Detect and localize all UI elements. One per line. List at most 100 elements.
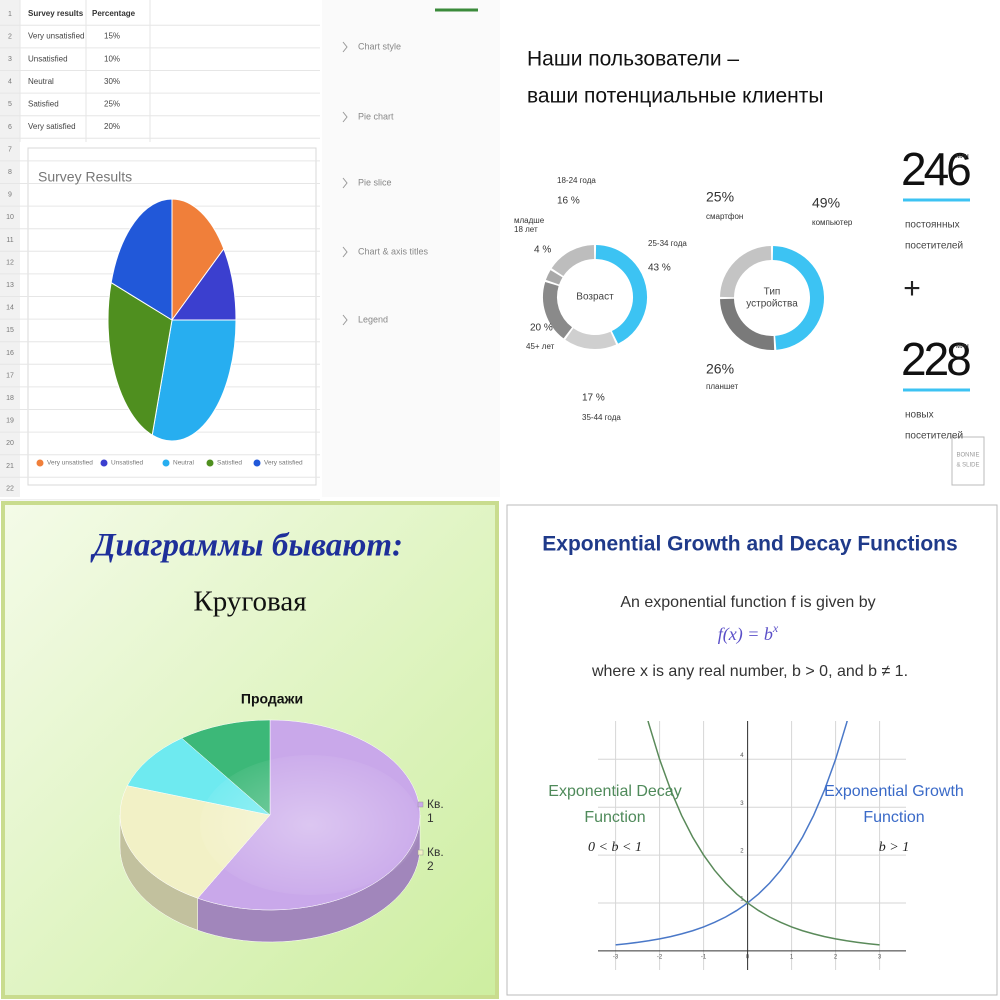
row-number: 21 xyxy=(6,463,14,470)
legend-swatch xyxy=(417,801,424,808)
chevron xyxy=(342,314,348,326)
value-label: 4 % xyxy=(534,245,551,256)
cell: Very unsatisfied xyxy=(28,32,84,41)
stat-value: 228 xyxy=(901,333,970,385)
row-number: 18 xyxy=(6,395,14,402)
chevron xyxy=(342,41,348,53)
decay-condition: 0 < b < 1 xyxy=(588,840,642,855)
row-number: 4 xyxy=(8,79,12,86)
row-number: 8 xyxy=(8,169,12,176)
row-number: 7 xyxy=(8,146,12,153)
sidebar-item[interactable]: Chart style xyxy=(358,41,401,51)
cell: Satisfied xyxy=(28,100,59,109)
category-label: 45+ лет xyxy=(526,342,555,351)
plot-area xyxy=(615,721,880,946)
category-label: 25-34 года xyxy=(648,239,687,248)
cell: 30% xyxy=(104,77,120,86)
growth-label: Function xyxy=(863,809,924,826)
value-label: 49% xyxy=(812,195,840,211)
slide-subtitle: Круговая xyxy=(193,586,306,618)
cell: 10% xyxy=(104,54,120,63)
donut-center-label: Возраст xyxy=(576,291,614,303)
formula-exponent: x xyxy=(772,621,779,635)
x-tick-label: -3 xyxy=(613,955,619,961)
donut-segment xyxy=(595,245,647,344)
row-number: 19 xyxy=(6,418,14,425)
info-title: Наши пользователи – xyxy=(527,48,739,71)
category-label: планшет xyxy=(706,382,739,391)
cell: Unsatisfied xyxy=(28,54,68,63)
curve xyxy=(647,721,880,946)
logo-text: & SLIDE xyxy=(956,463,979,469)
logo-box xyxy=(951,436,985,486)
chart-title: Survey Results xyxy=(38,169,132,185)
math-condition: where x is any real number, b > 0, and b… xyxy=(591,663,908,680)
value-label: 16 % xyxy=(557,196,580,207)
sidebar-item[interactable]: Pie slice xyxy=(358,177,392,187)
x-tick-label: -1 xyxy=(701,955,707,961)
formula-base: f(x) = b xyxy=(718,624,773,645)
slide-title: Диаграммы бывают: xyxy=(90,528,403,564)
category-label: младше 18 лет xyxy=(514,216,545,235)
decay-label: Function xyxy=(584,809,645,826)
value-label: 20 % xyxy=(530,323,553,334)
formula: f(x) = bx xyxy=(718,621,779,645)
pie-shine xyxy=(200,755,420,895)
logo-text: BONNIE xyxy=(956,453,979,459)
row-number: 2 xyxy=(8,33,12,40)
row-number: 15 xyxy=(6,327,14,334)
donut-segment xyxy=(772,246,824,350)
x-tick-label: 3 xyxy=(878,955,882,961)
row-number: 22 xyxy=(6,485,14,492)
math-panel xyxy=(506,504,998,996)
stat-caption: постоянных xyxy=(905,220,960,231)
cell: 15% xyxy=(104,32,120,41)
legend-label: Satisfied xyxy=(217,460,242,467)
donut-segment xyxy=(720,246,772,298)
donut-segment xyxy=(720,298,775,350)
growth-label: Exponential Growth xyxy=(824,783,964,800)
row-number: 3 xyxy=(8,56,12,63)
legend-label: Кв. 2 xyxy=(427,845,444,873)
legend-swatch xyxy=(162,459,170,467)
legend-label: Very satisfied xyxy=(264,460,303,467)
sidebar-item[interactable]: Chart & axis titles xyxy=(358,246,429,256)
row-number: 6 xyxy=(8,124,12,131)
growth-condition: b > 1 xyxy=(879,840,909,855)
donut-segment xyxy=(551,245,595,277)
math-title: Exponential Growth and Decay Functions xyxy=(542,533,957,556)
stat-caption: посетителей xyxy=(905,241,963,252)
y-tick-label: 3 xyxy=(740,801,744,807)
header-cell: Survey results xyxy=(28,9,84,18)
row-number: 13 xyxy=(6,282,14,289)
legend-swatch xyxy=(253,459,261,467)
legend-swatch xyxy=(417,849,424,856)
legend-swatch xyxy=(206,459,214,467)
stat-caption: посетителей xyxy=(905,431,963,442)
donut-segment xyxy=(543,281,573,339)
sidebar-item[interactable]: Pie chart xyxy=(358,111,394,121)
row-gutter xyxy=(0,0,20,497)
cell: Very satisfied xyxy=(28,122,76,131)
donut-segment xyxy=(545,270,563,285)
stat-unit: млн xyxy=(956,153,969,160)
row-number: 17 xyxy=(6,372,14,379)
stat-value: 246 xyxy=(901,143,970,195)
chevron xyxy=(342,111,348,123)
row-number: 12 xyxy=(6,259,14,266)
y-tick-label: 4 xyxy=(740,753,744,759)
legend-swatch xyxy=(100,459,108,467)
donut-segment xyxy=(565,328,617,349)
row-number: 10 xyxy=(6,214,14,221)
header-cell: Percentage xyxy=(92,9,136,18)
legend-label: Very unsatisfied xyxy=(47,460,93,467)
row-number: 9 xyxy=(8,192,12,199)
row-number: 14 xyxy=(6,305,14,312)
sidebar-item[interactable]: Legend xyxy=(358,314,388,324)
category-label: 18-24 года xyxy=(557,176,596,185)
pie-slice xyxy=(171,247,237,321)
y-tick-label: 2 xyxy=(740,849,744,855)
info-title: ваши потенциальные клиенты xyxy=(527,85,824,108)
value-label: 26% xyxy=(706,361,734,377)
pie-slice xyxy=(171,198,225,322)
